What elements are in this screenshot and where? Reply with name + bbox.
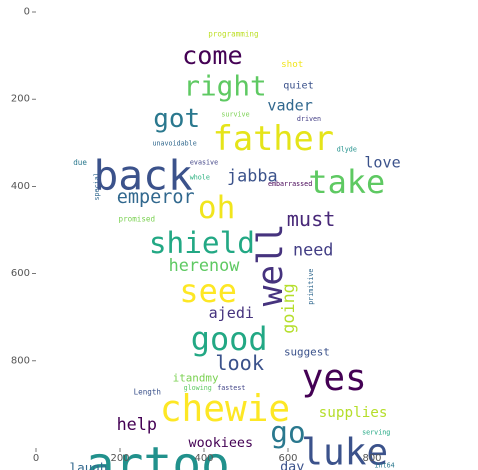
word-day: day	[280, 460, 304, 470]
word-need: need	[293, 240, 333, 260]
word-int64: int64	[375, 461, 395, 469]
word-length: Length	[134, 388, 161, 397]
word-primitive: primitive	[307, 269, 315, 305]
word-glowing: glowing	[184, 384, 212, 392]
word-got: got	[153, 104, 200, 134]
word-artoo: artoo	[86, 438, 230, 470]
word-going: going	[278, 283, 298, 334]
word-luke: luke	[301, 431, 388, 470]
word-programming: programming	[208, 29, 258, 38]
x-tick-label: 400	[194, 453, 213, 464]
x-tick-label: 600	[278, 453, 297, 464]
word-help: help	[117, 414, 157, 434]
word-dlyde: dlyde	[337, 145, 357, 153]
word-jabba: jabba	[227, 166, 278, 186]
word-emperor: emperor	[117, 187, 195, 208]
word-survive: survive	[221, 110, 249, 118]
word-due: due	[73, 158, 87, 167]
word-shield: shield	[149, 226, 255, 260]
word-must: must	[287, 207, 336, 231]
x-tick-label: 200	[110, 453, 129, 464]
plot-area: programming come shot right quiet vader surviv…	[70, 29, 401, 470]
x-tick-label: 0	[33, 453, 39, 464]
word-shot: shot	[281, 59, 303, 70]
word-take: take	[308, 163, 385, 201]
word-right: right	[183, 70, 266, 103]
word-driven: driven	[297, 115, 321, 123]
word-special: special	[93, 172, 101, 200]
word-love: love	[364, 153, 400, 171]
word-wookiees: wookiees	[189, 436, 254, 451]
word-good: good	[191, 320, 268, 358]
word-whole: whole	[190, 174, 210, 182]
word-itandmy: itandmy	[173, 372, 219, 385]
word-evasive: evasive	[190, 158, 218, 166]
word-suggest: suggest	[284, 346, 330, 359]
word-well: well	[251, 223, 291, 306]
word-serving: serving	[362, 429, 390, 437]
word-ajedi: ajedi	[209, 304, 254, 322]
word-embarrassed: embarrassed	[268, 180, 312, 188]
word-chewie: chewie	[160, 388, 290, 430]
word-oh: oh	[198, 190, 235, 226]
word-promised: promised	[119, 215, 156, 224]
word-supplies: supplies	[319, 405, 388, 421]
word-vader: vader	[267, 97, 312, 115]
x-tick-label: 800	[362, 453, 381, 464]
word-herenow: herenow	[169, 255, 241, 275]
word-yes: yes	[302, 357, 367, 399]
y-axis-ticks: 0 200 400 600 800	[11, 7, 36, 366]
word-father: father	[213, 119, 334, 158]
word-fastest: fastest	[217, 384, 245, 392]
y-tick-label: 600	[11, 268, 30, 279]
word-unavoidable: unavoidable	[152, 140, 196, 148]
word-laugh: laugh	[70, 460, 108, 470]
y-tick-label: 200	[11, 94, 30, 105]
y-tick-label: 0	[24, 7, 30, 18]
word-see: see	[179, 272, 237, 310]
y-tick-label: 800	[11, 355, 30, 366]
word-come: come	[182, 41, 243, 70]
word-go: go	[270, 416, 305, 450]
y-tick-label: 400	[11, 181, 30, 192]
x-axis-ticks: 0 200 400 600 800	[33, 448, 382, 464]
word-quiet: quiet	[283, 81, 313, 92]
word-back: back	[93, 152, 192, 200]
word-look: look	[215, 351, 264, 375]
